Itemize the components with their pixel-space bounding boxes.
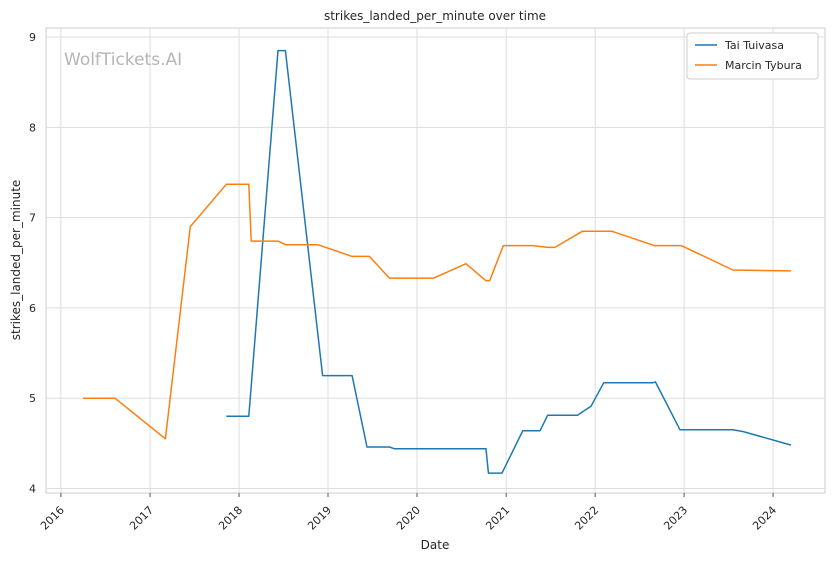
y-tick-labels: 4 5 6 7 8 9 bbox=[29, 31, 36, 495]
x-tick-label: 2020 bbox=[394, 504, 423, 533]
x-tick-label: 2016 bbox=[38, 504, 67, 533]
grid-lines bbox=[46, 28, 825, 497]
y-tick-label: 6 bbox=[29, 302, 36, 315]
legend-box bbox=[686, 32, 819, 80]
x-tick-label: 2023 bbox=[661, 504, 690, 533]
series-line-tai-tuivasa bbox=[226, 49, 792, 474]
series-layer bbox=[83, 49, 792, 474]
x-tick-label: 2021 bbox=[483, 504, 512, 533]
y-tick-label: 9 bbox=[29, 31, 36, 44]
x-tick-label: 2018 bbox=[216, 504, 245, 533]
legend-label-marcin-tybura: Marcin Tybura bbox=[725, 59, 802, 72]
y-axis-label: strikes_landed_per_minute bbox=[9, 180, 23, 341]
x-tick-label: 2022 bbox=[572, 504, 601, 533]
chart-title: strikes_landed_per_minute over time bbox=[324, 9, 546, 23]
legend: Tai Tuivasa Marcin Tybura bbox=[686, 32, 819, 80]
x-tick-labels: 2016 2017 2018 2019 2020 2021 2022 2023 2024 bbox=[38, 504, 779, 533]
x-tick-label: 2019 bbox=[305, 504, 334, 533]
watermark: WolfTickets.AI bbox=[64, 50, 182, 70]
y-tick-label: 5 bbox=[29, 392, 36, 405]
x-axis-label: Date bbox=[421, 538, 450, 552]
plot-area bbox=[45, 27, 826, 494]
x-tick-label: 2017 bbox=[127, 504, 156, 533]
x-tick-label: 2024 bbox=[750, 504, 779, 533]
y-tick-label: 7 bbox=[29, 212, 36, 225]
legend-label-tai-tuivasa: Tai Tuivasa bbox=[724, 39, 784, 52]
y-tick-label: 8 bbox=[29, 121, 36, 134]
y-tick-label: 4 bbox=[29, 482, 36, 495]
series-line-marcin-tybura bbox=[83, 183, 792, 440]
